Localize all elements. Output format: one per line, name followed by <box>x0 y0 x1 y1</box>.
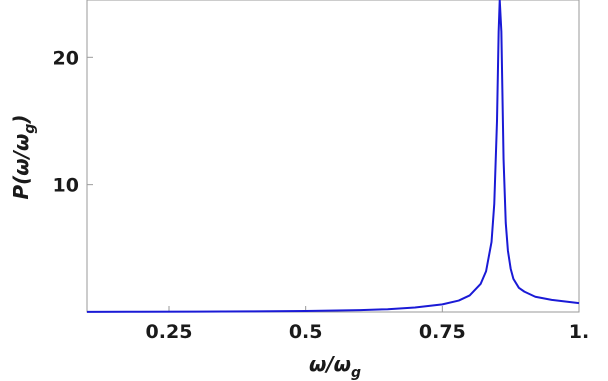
y-axis-title: P(ω/ωg) <box>9 114 38 199</box>
x-axis-ticks: 0.25 0.5 0.75 1. <box>146 306 589 343</box>
y-axis-ticks: 10 20 <box>53 47 93 197</box>
y-tick-label: 10 <box>53 175 79 197</box>
x-tick-label: 0.25 <box>146 321 193 343</box>
series-group <box>86 0 580 313</box>
x-tick-label: 1. <box>569 321 589 343</box>
plot-frame <box>86 0 580 313</box>
y-tick-label: 20 <box>53 47 79 69</box>
series-line <box>86 0 580 313</box>
x-tick-label: 0.5 <box>289 321 323 343</box>
x-tick-label: 0.75 <box>419 321 466 343</box>
x-axis-title: ω/ωg <box>309 352 361 381</box>
